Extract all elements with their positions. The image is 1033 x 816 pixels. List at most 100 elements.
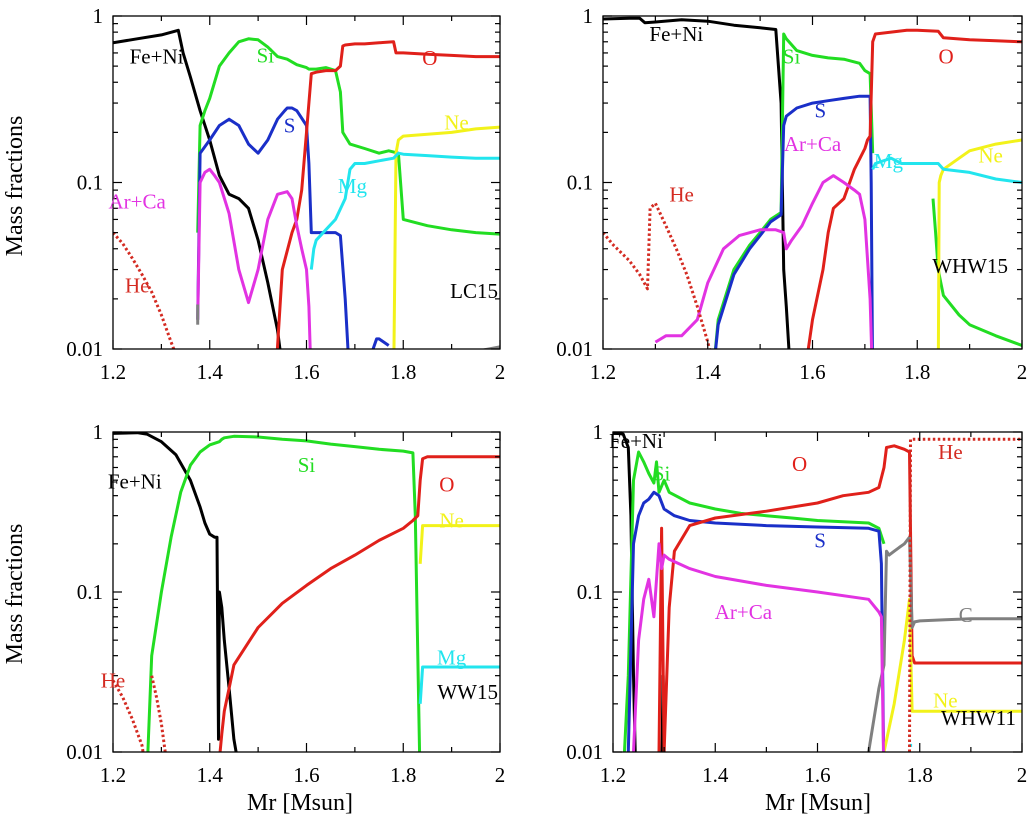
series-label-mg: Mg (437, 645, 467, 669)
y-tick-label: 0.01 (66, 337, 103, 361)
x-tick-label: 1.4 (197, 360, 224, 384)
series-he-line (908, 437, 1022, 752)
y-tick-label: 0.1 (577, 580, 603, 604)
series-label-mg: Mg (338, 174, 368, 198)
x-tick-label: 1.6 (804, 763, 830, 787)
series-label-o: O (938, 45, 953, 69)
series-o-line (218, 455, 500, 752)
x-tick-label: 1.4 (695, 360, 722, 384)
x-tick-label: 1.2 (100, 360, 126, 384)
x-tick-label: 1.4 (197, 763, 224, 787)
y-tick-label: 0.1 (567, 171, 593, 195)
x-tick-label: 1.8 (904, 360, 930, 384)
series-label-ne: Ne (978, 144, 1003, 168)
y-tick-label: 0.01 (566, 740, 603, 764)
series-c-line (867, 535, 1022, 752)
series-label-ar-ca: Ar+Ca (109, 189, 167, 213)
series-o-line (806, 28, 1022, 349)
series-fe-ni-line (613, 432, 637, 752)
series-label-ne: Ne (444, 110, 469, 134)
x-tick-label: 2 (495, 763, 506, 787)
panel-whw15: 1.2 1.4 1.6 1.8 2 0.01 0.1 1 Fe+Ni Si S O Ne Mg Ar+Ca H… (556, 4, 1028, 384)
x-tick-label: 2 (1017, 763, 1028, 787)
x-tick-label: 1.2 (600, 763, 626, 787)
series-mg-line (309, 151, 500, 270)
x-tick-label: 1.6 (293, 763, 319, 787)
series-label-o: O (792, 452, 807, 476)
series-label-o: O (439, 472, 454, 496)
series-label-fe-ni: Fe+Ni (130, 45, 184, 69)
y-tick-label: 0.01 (66, 740, 103, 764)
x-tick-label: 1.2 (590, 360, 616, 384)
panel-label: WHW15 (932, 254, 1008, 278)
series-ar-ca-line (654, 174, 874, 349)
series-ne-line (418, 524, 500, 564)
y-tick-label: 1 (583, 4, 594, 28)
series-si-line (622, 450, 886, 752)
series-mg-line (871, 156, 1022, 184)
series-si-line (146, 434, 422, 752)
series-he-inner-line (150, 675, 167, 752)
series-label-s: S (814, 528, 826, 552)
x-tick-label: 1.8 (390, 763, 416, 787)
series-label-ar-ca: Ar+Ca (784, 132, 842, 156)
panel-whw11: 1.2 1.4 1.6 1.8 2 0.01 0.1 1 Fe+Ni Si S O Ne C Ar+Ca He… (566, 420, 1028, 787)
series-label-o: O (422, 46, 437, 70)
series-he-line (603, 201, 711, 349)
panel-label: WW15 (437, 680, 498, 704)
series-mg-line (418, 665, 500, 704)
series-label-c: C (959, 603, 973, 627)
series-s-line (196, 106, 350, 349)
panel-label: WHW11 (941, 706, 1016, 730)
curves (603, 16, 1022, 349)
series-label-s: S (284, 113, 296, 137)
x-axis-title-right: Mr [Msun] (765, 790, 871, 816)
series-s-line (626, 490, 886, 752)
panels: 1.2 1.4 1.6 1.8 2 0.01 0.1 1 Fe+Ni Si S O Ne Mg Ar+Ca H… (66, 4, 1028, 787)
y-tick-label: 1 (593, 420, 604, 444)
y-axis-title-top-row: Mass fractions (2, 116, 28, 257)
series-label-he: He (938, 440, 963, 464)
series-label-he: He (101, 668, 126, 692)
x-tick-label: 1.8 (907, 763, 933, 787)
series-label-mg: Mg (874, 149, 904, 173)
series-label-si: Si (653, 462, 671, 486)
y-tick-label: 0.1 (77, 171, 103, 195)
series-o-line (657, 444, 1022, 752)
series-label-ne: Ne (933, 688, 958, 712)
y-tick-label: 0.01 (556, 337, 593, 361)
panel-ww15: 1.2 1.4 1.6 1.8 2 0.01 0.1 1 Fe+Ni Si O Ne Mg He WW15 (66, 420, 506, 787)
x-tick-label: 2 (495, 360, 506, 384)
series-he-line (113, 231, 176, 349)
y-tick-label: 0.1 (77, 580, 103, 604)
series-label-he: He (125, 274, 150, 298)
series-label-si: Si (257, 43, 275, 67)
series-fe-ni-line (603, 16, 791, 349)
series-label-fe-ni: Fe+Ni (649, 22, 703, 46)
series-ar-ca-line (632, 542, 885, 752)
panel-label: LC15 (450, 279, 498, 303)
series-ne-line (936, 138, 1022, 349)
series-label-ne: Ne (439, 508, 464, 532)
y-axis-title-top: Mass fractions (2, 116, 28, 257)
series-label-s: S (815, 99, 827, 123)
x-tick-label: 1.6 (799, 360, 825, 384)
curves (113, 432, 500, 752)
panel-lc15: 1.2 1.4 1.6 1.8 2 0.01 0.1 1 Fe+Ni Si S O Ne Mg Ar+Ca H… (66, 4, 506, 384)
series-ar-ca-line (196, 167, 312, 349)
x-tick-label: 2 (1017, 360, 1028, 384)
series-label-si: Si (298, 453, 316, 477)
series-si-line (713, 32, 875, 349)
series-label-ar-ca: Ar+Ca (715, 600, 773, 624)
x-axis-title-left: Mr [Msun] (247, 790, 353, 816)
x-tick-label: 1.6 (293, 360, 319, 384)
y-tick-label: 1 (93, 4, 104, 28)
series-o-line (275, 40, 500, 349)
series-si-outer-line (931, 198, 1022, 347)
series-label-he: He (669, 182, 694, 206)
series-label-fe-ni: Fe+Ni (108, 470, 162, 494)
series-ne-line (392, 125, 500, 349)
series-fe-ni-line (113, 28, 282, 349)
curves (113, 28, 500, 349)
